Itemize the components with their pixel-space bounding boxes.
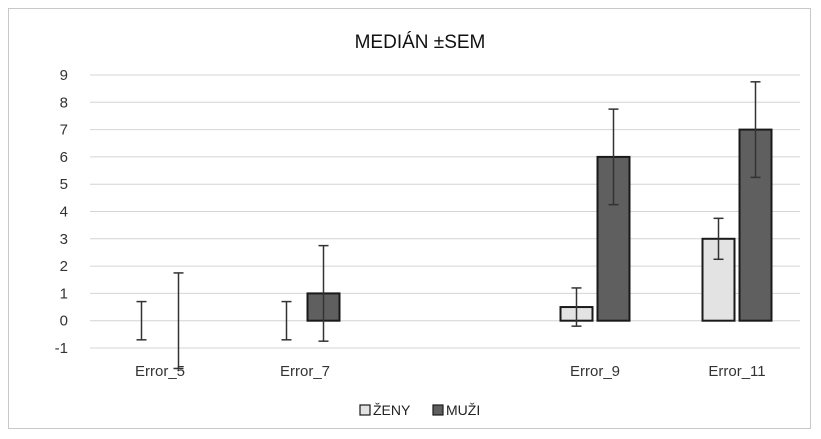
chart-title: MEDIÁN ±SEM [355, 32, 486, 53]
y-tick-label: 3 [60, 231, 68, 248]
legend: ŽENY MUŽI [359, 402, 480, 418]
chart-frame [8, 8, 811, 429]
y-axis-ticks: -1 0 1 2 3 4 5 6 7 8 9 [55, 67, 68, 357]
y-tick-label: 6 [60, 149, 68, 166]
x-axis-categories: Error_5 Error_7 Error_9 Error_11 [135, 363, 766, 380]
y-tick-label: 0 [60, 313, 68, 330]
legend-label: ŽENY [373, 402, 411, 418]
error-bars-group [136, 81, 761, 370]
bars-group [306, 128, 773, 322]
legend-label: MUŽI [446, 402, 480, 418]
y-tick-label: 7 [60, 122, 68, 139]
y-tick-label: 1 [60, 285, 68, 302]
x-category-label: Error_11 [708, 363, 765, 380]
legend-swatch-muži [432, 404, 444, 416]
x-category-label: Error_7 [280, 363, 330, 380]
y-tick-label: 4 [60, 204, 68, 221]
y-tick-label: 9 [60, 67, 68, 84]
grid-lines [90, 74, 800, 349]
y-tick-label: 5 [60, 176, 68, 193]
y-tick-label: -1 [55, 340, 68, 357]
legend-swatch-ženy [359, 404, 371, 416]
y-tick-label: 2 [60, 258, 68, 275]
y-tick-label: 8 [60, 94, 68, 111]
x-category-label: Error_5 [135, 363, 185, 380]
x-category-label: Error_9 [570, 363, 620, 380]
